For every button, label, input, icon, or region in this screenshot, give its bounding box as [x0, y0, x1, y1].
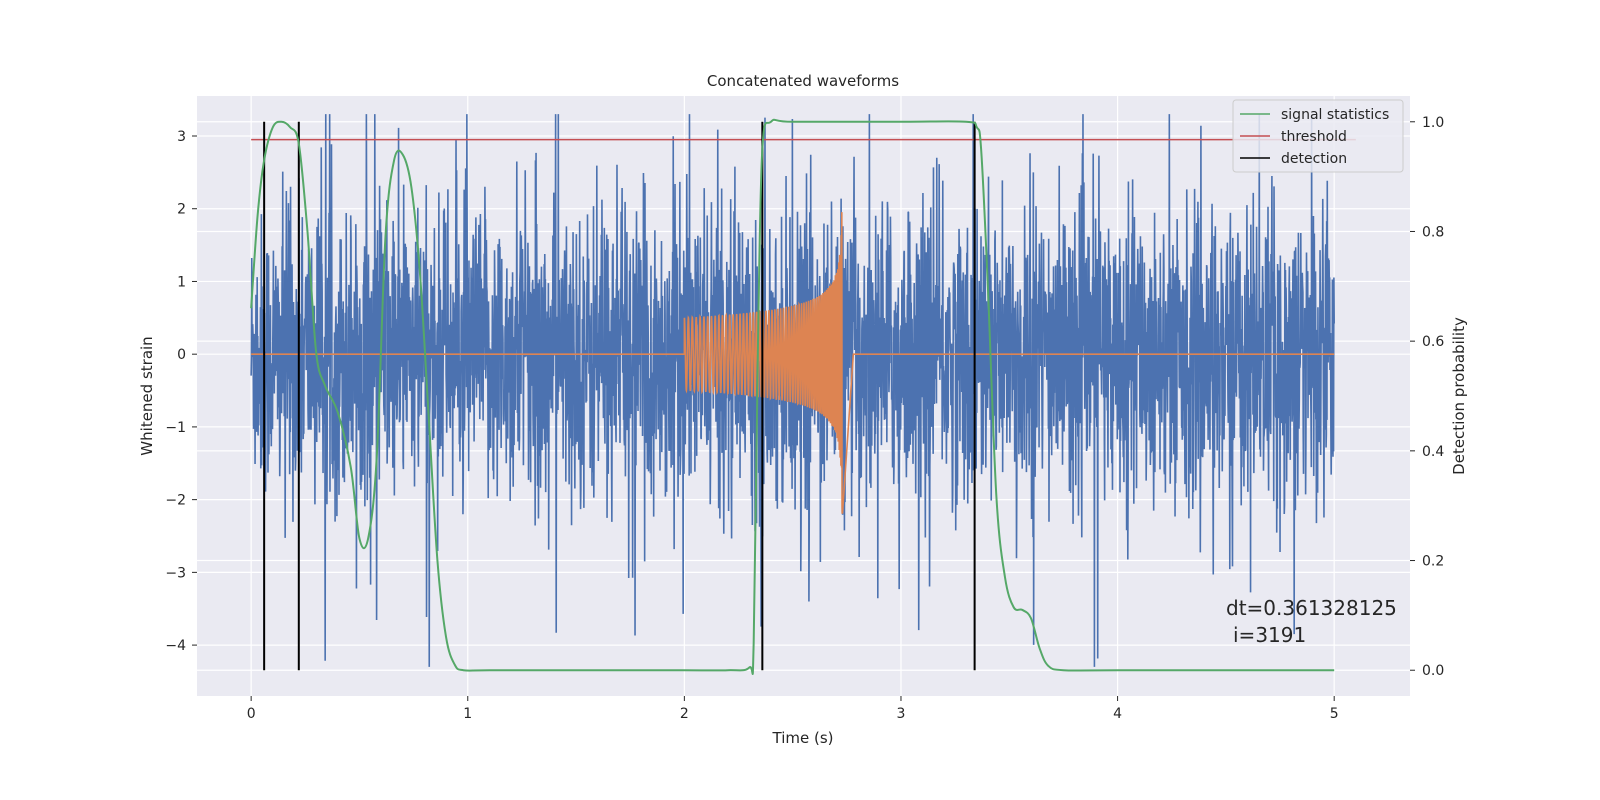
x-tick-label: 3: [897, 706, 906, 722]
annotation-i: i=3191: [1233, 623, 1306, 647]
y2-axis-label: Detection probability: [1450, 317, 1468, 475]
y2-tick-label: 0.0: [1422, 663, 1444, 679]
y-tick-label: −4: [165, 638, 186, 654]
x-tick-label: 4: [1113, 706, 1122, 722]
chart-title: Concatenated waveforms: [707, 72, 899, 90]
annotation-dt: dt=0.361328125: [1226, 596, 1397, 620]
legend-signal-statistics-label: signal statistics: [1281, 107, 1389, 123]
x-tick-label: 1: [463, 706, 472, 722]
injected-signal-line: [251, 212, 1335, 514]
y-axis-label: Whitened strain: [138, 336, 156, 455]
signal-statistics-layer: [250, 118, 1335, 675]
y-tick-label: 1: [177, 274, 186, 290]
x-tick-label: 2: [680, 706, 689, 722]
y2-tick-label: 0.6: [1422, 334, 1444, 350]
x-tick-label: 5: [1330, 706, 1339, 722]
y-tick-label: 0: [177, 347, 186, 363]
signal-statistics-line: [250, 118, 1335, 675]
y-tick-label: 2: [177, 202, 186, 218]
legend-detection-label: detection: [1281, 151, 1347, 167]
legend-box: [1232, 99, 1404, 173]
y-tick-label: −1: [165, 420, 186, 436]
y2-tick-label: 1.0: [1422, 115, 1444, 131]
ticks: 0 1 2 3 4 5 −4 −3 −2 −1 0 1 2 3 0.0 0.2 0.4 0.6 0.8 1.0: [165, 115, 1444, 722]
y2-tick-label: 0.2: [1422, 554, 1444, 570]
legend-threshold-label: threshold: [1281, 129, 1347, 145]
detection-layer: [263, 121, 976, 671]
legend: signal statistics threshold detection: [1232, 99, 1404, 173]
injected-signal-series: [251, 212, 1335, 514]
y2-tick-label: 0.4: [1422, 444, 1444, 460]
x-tick-label: 0: [247, 706, 256, 722]
y-tick-label: −2: [165, 493, 186, 509]
y-tick-label: 3: [177, 129, 186, 145]
x-axis-label: Time (s): [772, 729, 834, 747]
y-tick-label: −3: [165, 565, 186, 581]
y2-tick-label: 0.8: [1422, 224, 1444, 240]
